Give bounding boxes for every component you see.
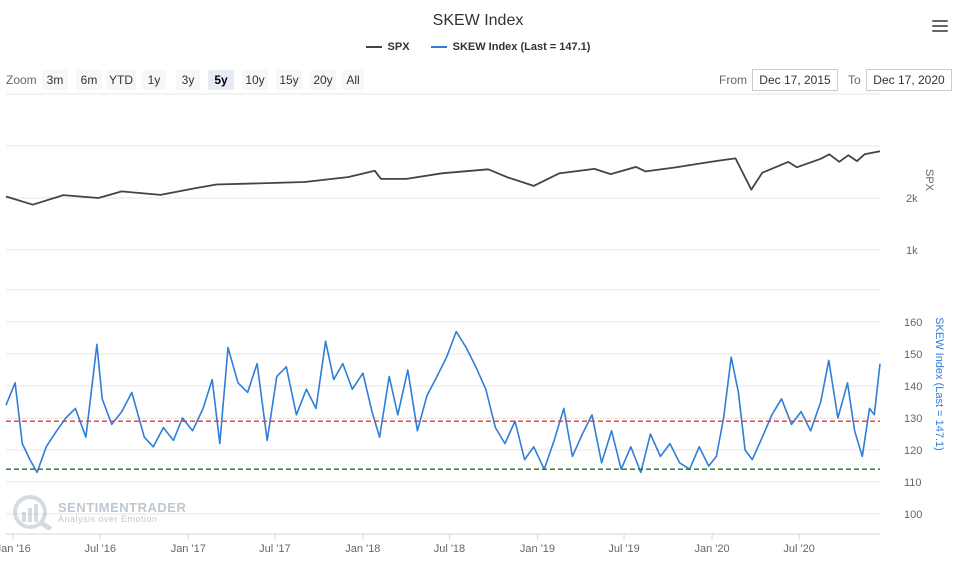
x-axis-tick-label: Jul '16 <box>85 543 116 555</box>
x-axis-tick-label: Jul '20 <box>783 543 814 555</box>
from-date-input[interactable]: Dec 17, 2015 <box>752 69 838 91</box>
legend-item-skew[interactable]: SKEW Index (Last = 147.1) <box>430 41 591 53</box>
skew-tick-label: 130 <box>904 413 922 425</box>
spx-axis-title: SPX <box>923 169 935 192</box>
zoom-button-3m[interactable]: 3m <box>42 70 68 90</box>
sentimentrader-logo-icon <box>13 495 53 530</box>
to-date-input[interactable]: Dec 17, 2020 <box>866 69 952 91</box>
skew-tick-label: 140 <box>904 381 922 393</box>
spx-line <box>5 150 881 206</box>
legend-swatch-skew <box>430 46 447 48</box>
spx-tick-label: 1k <box>906 245 918 257</box>
skew-line <box>5 330 881 474</box>
zoom-button-15y[interactable]: 15y <box>276 70 302 90</box>
zoom-button-1y[interactable]: 1y <box>142 70 166 90</box>
zoom-button-10y[interactable]: 10y <box>242 70 268 90</box>
legend-label-skew: SKEW Index (Last = 147.1) <box>452 41 591 53</box>
skew-tick-label: 150 <box>904 349 922 361</box>
x-axis-tick-label: Jul '17 <box>259 543 290 555</box>
x-axis-tick-label: Jan '17 <box>171 543 206 555</box>
legend: SPX SKEW Index (Last = 147.1) <box>0 39 956 53</box>
legend-swatch-spx <box>365 46 382 48</box>
skew-tick-label: 120 <box>904 445 922 457</box>
x-axis-tick-label: Jan '18 <box>345 543 380 555</box>
chart-title: SKEW Index <box>432 12 524 29</box>
from-label: From <box>719 73 747 87</box>
watermark-tagline: Analysis over Emotion <box>58 514 158 524</box>
x-axis-tick-label: Jan '19 <box>520 543 555 555</box>
x-axis-tick-label: Jan '16 <box>0 543 31 555</box>
to-label: To <box>848 73 861 87</box>
x-axis-tick-label: Jul '18 <box>434 543 465 555</box>
skew-axis-title: SKEW Index (Last = 147.1) <box>933 317 945 451</box>
zoom-button-6m[interactable]: 6m <box>76 70 102 90</box>
zoom-label: Zoom <box>6 73 37 87</box>
skew-tick-label: 110 <box>904 477 922 489</box>
zoom-button-3y[interactable]: 3y <box>176 70 200 90</box>
zoom-button-5y[interactable]: 5y <box>208 70 234 90</box>
zoom-button-all[interactable]: All <box>342 70 364 90</box>
spx-tick-label: 2k <box>906 193 918 205</box>
hamburger-menu-icon[interactable] <box>932 20 948 34</box>
skew-tick-label: 160 <box>904 317 922 329</box>
legend-label-spx: SPX <box>387 41 410 53</box>
skew-tick-label: 100 <box>904 509 922 521</box>
legend-item-spx[interactable]: SPX <box>365 41 410 53</box>
x-axis-tick-label: Jan '20 <box>695 543 730 555</box>
zoom-button-ytd[interactable]: YTD <box>106 70 136 90</box>
zoom-button-20y[interactable]: 20y <box>310 70 336 90</box>
watermark-brand: SENTIMENTRADER <box>58 500 187 515</box>
x-axis-tick-label: Jul '19 <box>608 543 639 555</box>
